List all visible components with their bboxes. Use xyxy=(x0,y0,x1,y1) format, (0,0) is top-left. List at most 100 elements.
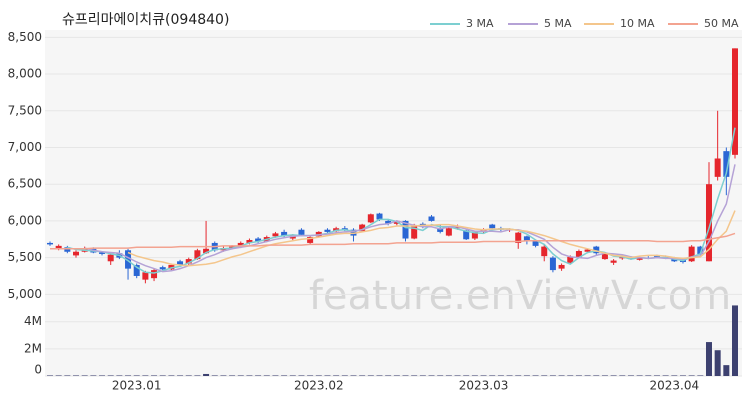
candle-body xyxy=(575,251,582,258)
volume-bar xyxy=(359,375,366,376)
volume-bar xyxy=(662,375,669,376)
volume-bar xyxy=(402,375,409,376)
candle-body xyxy=(515,232,522,243)
volume-bar xyxy=(142,375,149,376)
candle-body xyxy=(376,213,383,220)
legend-label: 3 MA xyxy=(466,17,494,30)
y-tick-label: 6,500 xyxy=(8,177,42,191)
candle-body xyxy=(324,229,331,232)
candle-body xyxy=(125,250,132,269)
volume-bar xyxy=(376,375,383,376)
volume-bar xyxy=(177,375,184,376)
volume-bar xyxy=(489,375,496,376)
ma-line xyxy=(67,127,736,274)
candle-body xyxy=(584,249,591,252)
volume-bar xyxy=(255,375,262,376)
ma-line xyxy=(127,210,736,267)
volume-bar xyxy=(281,375,288,376)
x-tick-label: 2023.01 xyxy=(112,379,162,393)
candle-body xyxy=(315,231,322,237)
volume-bar xyxy=(385,375,392,376)
volume-bar xyxy=(714,350,721,376)
volume-bar xyxy=(584,375,591,376)
volume-bar xyxy=(307,375,314,376)
volume-bar xyxy=(203,373,210,376)
volume-bar xyxy=(463,375,470,376)
volume-bar xyxy=(64,375,71,376)
candle-body xyxy=(246,239,253,243)
candle-body xyxy=(298,229,305,235)
volume-bar xyxy=(125,375,132,376)
candle-body xyxy=(385,220,392,224)
chart-title: 슈프리마에이치큐(094840) xyxy=(62,12,229,28)
volume-bar xyxy=(732,305,738,376)
y-tick-label: 8,000 xyxy=(8,67,42,81)
volume-bar xyxy=(653,375,660,376)
volume-bar xyxy=(341,375,348,376)
candle-body xyxy=(73,251,80,256)
candle-body xyxy=(523,236,530,242)
volume-bar xyxy=(350,375,357,376)
volume-bar xyxy=(324,375,331,376)
volume-bar xyxy=(90,375,97,376)
y-tick-label: 0 xyxy=(34,363,42,377)
volume-bar xyxy=(73,375,80,376)
watermark: feature.enViewV.com xyxy=(309,273,731,319)
candle-body xyxy=(133,264,140,276)
volume-bar xyxy=(246,375,253,376)
volume-bar xyxy=(506,375,513,376)
candle-body xyxy=(151,270,158,279)
y-tick-label: 7,500 xyxy=(8,103,42,117)
candle-body xyxy=(255,238,262,242)
candle-body xyxy=(714,158,721,177)
volume-bar xyxy=(47,375,53,376)
volume-bar xyxy=(159,375,166,376)
candle-body xyxy=(558,264,565,269)
x-tick-label: 2023.02 xyxy=(294,379,344,393)
volume-bar xyxy=(151,375,158,376)
volume-bar xyxy=(99,375,106,376)
volume-bar xyxy=(272,375,279,376)
candle-body xyxy=(437,228,444,232)
volume-bar xyxy=(627,375,634,376)
y-tick-label: 6,000 xyxy=(8,213,42,227)
volume-bar xyxy=(81,375,88,376)
volume-bar xyxy=(298,375,305,376)
volume-bar xyxy=(515,375,522,376)
volume-bar xyxy=(679,375,686,376)
volume-bar xyxy=(55,375,62,376)
volume-bar xyxy=(445,375,452,376)
volume-bar xyxy=(367,375,374,376)
candle-body xyxy=(601,253,608,260)
candle-body xyxy=(237,242,244,247)
candle-body xyxy=(688,246,695,262)
volume-bar xyxy=(523,375,530,376)
volume-bar xyxy=(575,375,582,376)
candle-body xyxy=(159,267,166,270)
candle-body xyxy=(705,184,712,262)
x-tick-label: 2023.03 xyxy=(459,379,509,393)
candle-body xyxy=(697,246,704,254)
volume-bar xyxy=(688,375,695,376)
volume-bar xyxy=(289,375,296,376)
ma-line xyxy=(50,232,736,250)
y-tick-label: 5,000 xyxy=(8,287,42,301)
candle-body xyxy=(636,257,643,260)
legend-label: 5 MA xyxy=(544,17,572,30)
volume-bar xyxy=(705,342,712,376)
y-tick-label: 5,500 xyxy=(8,250,42,264)
volume-bar xyxy=(497,375,504,376)
candle-body xyxy=(723,151,730,177)
candle-body xyxy=(185,259,192,264)
candle-body xyxy=(567,256,574,263)
candle-body xyxy=(281,231,288,236)
candle-body xyxy=(549,257,556,271)
volume-bar xyxy=(671,375,678,376)
legend-label: 50 MA xyxy=(704,17,739,30)
x-tick-label: 2023.04 xyxy=(649,379,699,393)
volume-bar xyxy=(315,375,322,376)
volume-bar xyxy=(619,375,626,376)
volume-bar xyxy=(333,375,340,376)
volume-bar xyxy=(116,375,123,376)
